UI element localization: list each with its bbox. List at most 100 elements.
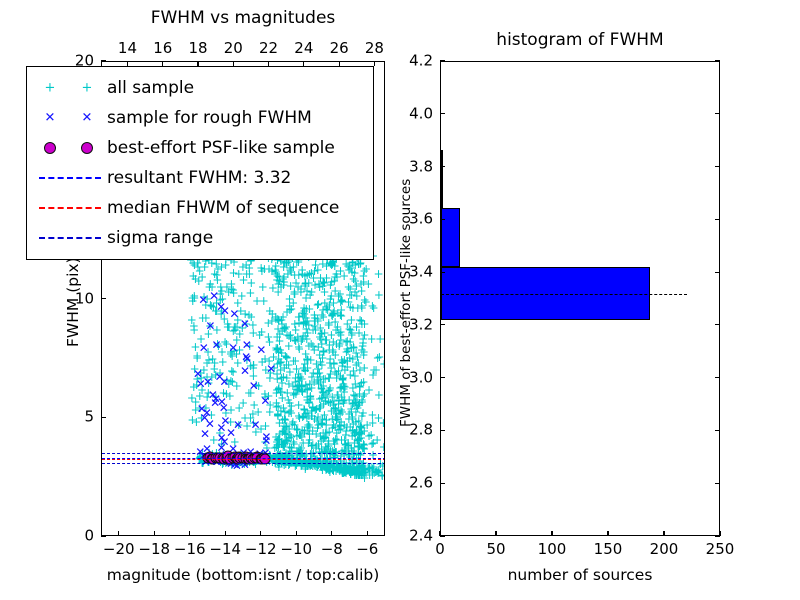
- all-sample-point: +: [279, 434, 291, 449]
- all-sample-point: +: [305, 392, 316, 407]
- all-sample-point: +: [316, 327, 327, 342]
- all-sample-point: +: [304, 426, 315, 441]
- all-sample-point: +: [345, 467, 356, 482]
- all-sample-point: +: [361, 466, 372, 481]
- all-sample-point: +: [355, 256, 366, 271]
- all-sample-point: +: [332, 459, 343, 474]
- all-sample-point: +: [229, 320, 240, 335]
- all-sample-point: +: [333, 325, 344, 340]
- histogram-ytick-right: [715, 271, 720, 273]
- all-sample-point: +: [330, 444, 341, 459]
- all-sample-point: +: [325, 255, 336, 270]
- all-sample-point: +: [256, 263, 267, 278]
- all-sample-point: +: [339, 268, 350, 283]
- all-sample-point: +: [219, 312, 230, 327]
- all-sample-point: +: [335, 328, 346, 343]
- all-sample-point: +: [364, 461, 375, 476]
- all-sample-point: +: [349, 369, 360, 384]
- all-sample-point: +: [196, 411, 207, 426]
- scatter-xticklabel: −18: [138, 540, 171, 558]
- all-sample-point: +: [275, 342, 286, 357]
- all-sample-point: +: [241, 353, 252, 368]
- all-sample-point: +: [343, 258, 354, 273]
- all-sample-point: +: [330, 432, 341, 447]
- all-sample-point: +: [277, 436, 288, 451]
- all-sample-point: +: [273, 270, 285, 285]
- all-sample-point: +: [290, 455, 301, 469]
- all-sample-point: +: [328, 355, 339, 370]
- all-sample-point: +: [281, 349, 292, 364]
- all-sample-point: +: [231, 347, 242, 362]
- all-sample-point: +: [203, 327, 214, 342]
- all-sample-point: +: [330, 420, 341, 435]
- all-sample-point: +: [334, 464, 345, 479]
- all-sample-point: +: [205, 297, 216, 312]
- all-sample-point: +: [304, 432, 315, 447]
- histogram-xticklabel: 0: [435, 540, 445, 558]
- all-sample-point: +: [332, 432, 343, 447]
- all-sample-point: +: [285, 331, 296, 346]
- all-sample-point: +: [320, 333, 331, 348]
- all-sample-point: +: [357, 458, 368, 473]
- all-sample-point: +: [309, 458, 320, 473]
- all-sample-point: +: [200, 311, 211, 326]
- legend-item: median FHWM of sequence: [33, 193, 365, 223]
- all-sample-point: +: [321, 413, 332, 428]
- all-sample-point: +: [292, 383, 303, 398]
- all-sample-point: +: [220, 405, 231, 420]
- all-sample-point: +: [247, 317, 258, 332]
- all-sample-point: +: [328, 305, 339, 320]
- all-sample-point: +: [351, 320, 362, 335]
- all-sample-point: +: [355, 277, 367, 292]
- legend-item-sample: ✕ ✕: [33, 106, 107, 130]
- all-sample-point: +: [334, 338, 345, 353]
- all-sample-point: +: [283, 358, 294, 373]
- all-sample-point: +: [276, 346, 287, 361]
- all-sample-point: +: [325, 380, 336, 395]
- all-sample-point: +: [296, 371, 307, 386]
- all-sample-point: +: [350, 426, 361, 441]
- all-sample-point: +: [260, 352, 271, 367]
- all-sample-point: +: [271, 430, 282, 445]
- all-sample-point: +: [276, 434, 287, 449]
- rough-fwhm-point: ✕: [241, 349, 252, 364]
- all-sample-point: +: [321, 259, 332, 274]
- all-sample-point: +: [354, 379, 365, 394]
- all-sample-point: +: [336, 308, 347, 323]
- legend-item: ✕ ✕ sample for rough FWHM: [33, 103, 365, 133]
- all-sample-point: +: [245, 254, 256, 269]
- all-sample-point: +: [210, 368, 221, 383]
- all-sample-point: +: [312, 459, 323, 474]
- all-sample-point: +: [274, 449, 285, 464]
- all-sample-point: +: [299, 268, 310, 283]
- all-sample-point: +: [348, 272, 359, 287]
- all-sample-point: +: [273, 380, 284, 395]
- all-sample-point: +: [347, 352, 358, 367]
- all-sample-point: +: [357, 395, 368, 410]
- all-sample-point: +: [235, 304, 246, 319]
- all-sample-point: +: [232, 295, 243, 310]
- all-sample-point: +: [330, 444, 341, 459]
- all-sample-point: +: [291, 452, 302, 467]
- all-sample-point: +: [226, 281, 237, 296]
- all-sample-point: +: [331, 266, 342, 281]
- all-sample-point: +: [304, 394, 315, 409]
- all-sample-point: +: [357, 338, 368, 353]
- all-sample-point: +: [350, 273, 361, 288]
- all-sample-point: +: [302, 326, 313, 341]
- all-sample-point: +: [287, 453, 298, 468]
- all-sample-point: +: [335, 263, 346, 278]
- all-sample-point: +: [281, 418, 292, 433]
- all-sample-point: +: [279, 451, 290, 466]
- all-sample-point: +: [316, 460, 327, 475]
- histogram-xticklabel: 150: [593, 540, 623, 558]
- all-sample-point: +: [343, 411, 354, 426]
- all-sample-point: +: [306, 404, 317, 419]
- all-sample-point: +: [275, 404, 286, 419]
- all-sample-point: +: [334, 462, 345, 477]
- all-sample-point: +: [353, 356, 364, 371]
- all-sample-point: +: [327, 309, 338, 324]
- all-sample-point: +: [356, 458, 367, 473]
- all-sample-point: +: [355, 420, 366, 435]
- all-sample-point: +: [272, 408, 284, 423]
